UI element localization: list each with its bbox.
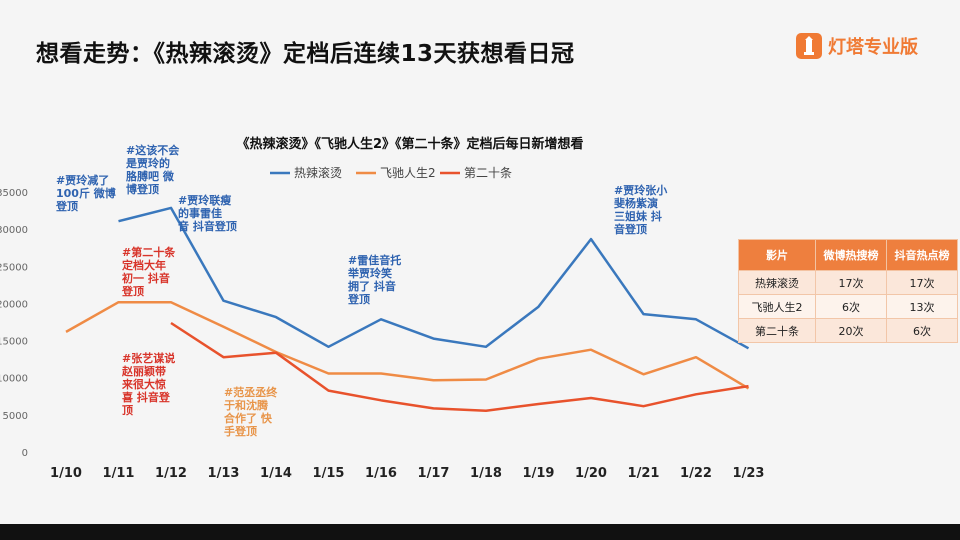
annotation-douyin-top-4: #雷佳音托 举贾玲笑 拥了 抖音 登顶 — [348, 254, 402, 306]
legend-label: 飞驰人生2 — [380, 166, 436, 180]
annotation-douyin-top-2: #第二十条 定档大年 初一 抖音 登顶 — [122, 246, 176, 298]
legend-label: 第二十条 — [464, 166, 512, 180]
x-tick-label: 1/20 — [575, 466, 607, 481]
x-tick-label: 1/15 — [313, 466, 345, 481]
y-tick-label: 15000 — [0, 337, 28, 348]
x-tick-label: 1/11 — [103, 466, 135, 481]
table-cell: 17次 — [886, 270, 958, 295]
table-cell: 飞驰人生2 — [738, 294, 816, 319]
x-tick-label: 1/19 — [523, 466, 555, 481]
y-tick-label: 20000 — [0, 299, 28, 310]
table-cell: 13次 — [886, 294, 958, 319]
frame-bottom-bar — [0, 524, 960, 540]
x-tick-label: 1/16 — [365, 466, 397, 481]
table-header: 抖音热点榜 — [886, 239, 958, 271]
series-line-2 — [65, 300, 750, 390]
brand-name: 灯塔专业版 — [828, 37, 918, 58]
y-tick-label: 35000 — [0, 188, 28, 199]
y-tick-label: 30000 — [0, 225, 28, 236]
x-tick-label: 1/17 — [418, 466, 450, 481]
y-tick-label: 10000 — [0, 374, 28, 385]
hot-search-table: 影片 微博热搜榜 抖音热点榜 热辣滚烫 17次 17次 飞驰人生2 6次 13次… — [738, 239, 958, 343]
annotation-weibo-top-1: #贾玲减了 100斤 微博 登顶 — [56, 174, 116, 213]
table-header: 微博热搜榜 — [815, 239, 887, 271]
table-cell: 6次 — [886, 318, 958, 343]
x-tick-label: 1/23 — [733, 466, 765, 481]
x-tick-label: 1/10 — [50, 466, 82, 481]
annotation-douyin-top-1: #贾玲联瘦 的事雷佳 音 抖音登顶 — [178, 194, 237, 233]
table-cell: 17次 — [815, 270, 887, 295]
x-tick-label: 1/13 — [208, 466, 240, 481]
series-lines — [65, 206, 750, 412]
x-tick-label: 1/21 — [628, 466, 660, 481]
table-cell: 第二十条 — [738, 318, 816, 343]
annotation-weibo-top-2: #这该不会 是贾玲的 胳膊吧 微 博登顶 — [126, 144, 180, 196]
y-tick-label: 25000 — [0, 262, 28, 273]
page-title: 想看走势：《热辣滚烫》定档后连续13天获想看日冠 — [36, 41, 575, 67]
annotation-douyin-top-3: #张艺谋说 赵丽颖带 来很大惊 喜 抖音登 顶 — [122, 352, 176, 417]
y-axis: 0 5000 10000 15000 20000 25000 30000 35000 — [0, 188, 28, 459]
chart-legend: 热辣滚烫 飞驰人生2 第二十条 — [270, 165, 512, 180]
series-line-1 — [118, 206, 750, 350]
table-row: 热辣滚烫 17次 17次 — [738, 270, 958, 295]
y-tick-label: 0 — [22, 448, 28, 459]
annotation-douyin-top-5: #贾玲张小 斐杨紫演 三姐妹 抖 音登顶 — [614, 184, 668, 236]
chart-title: 《热辣滚烫》《飞驰人生2》《第二十条》定档后每日新增想看 — [236, 136, 583, 152]
annotation-kuaishou-top: #范丞丞终 于和沈腾 合作了 快 手登顶 — [224, 386, 278, 438]
lighthouse-icon — [796, 33, 822, 59]
y-tick-label: 5000 — [3, 411, 28, 422]
series-line-3 — [170, 321, 749, 412]
brand-logo: 灯塔专业版 — [796, 30, 918, 62]
table-cell: 热辣滚烫 — [738, 270, 816, 295]
x-tick-label: 1/14 — [260, 466, 292, 481]
x-tick-label: 1/18 — [470, 466, 502, 481]
x-tick-label: 1/12 — [155, 466, 187, 481]
x-axis: 1/10 1/11 1/12 1/13 1/14 1/15 1/16 1/17 1/18 1/19… — [50, 466, 764, 481]
table-cell: 6次 — [815, 294, 887, 319]
table-header: 影片 — [738, 239, 816, 271]
x-tick-label: 1/22 — [680, 466, 712, 481]
table-cell: 20次 — [815, 318, 887, 343]
table-row: 第二十条 20次 6次 — [738, 318, 958, 343]
table-row: 飞驰人生2 6次 13次 — [738, 294, 958, 319]
legend-label: 热辣滚烫 — [294, 165, 342, 180]
